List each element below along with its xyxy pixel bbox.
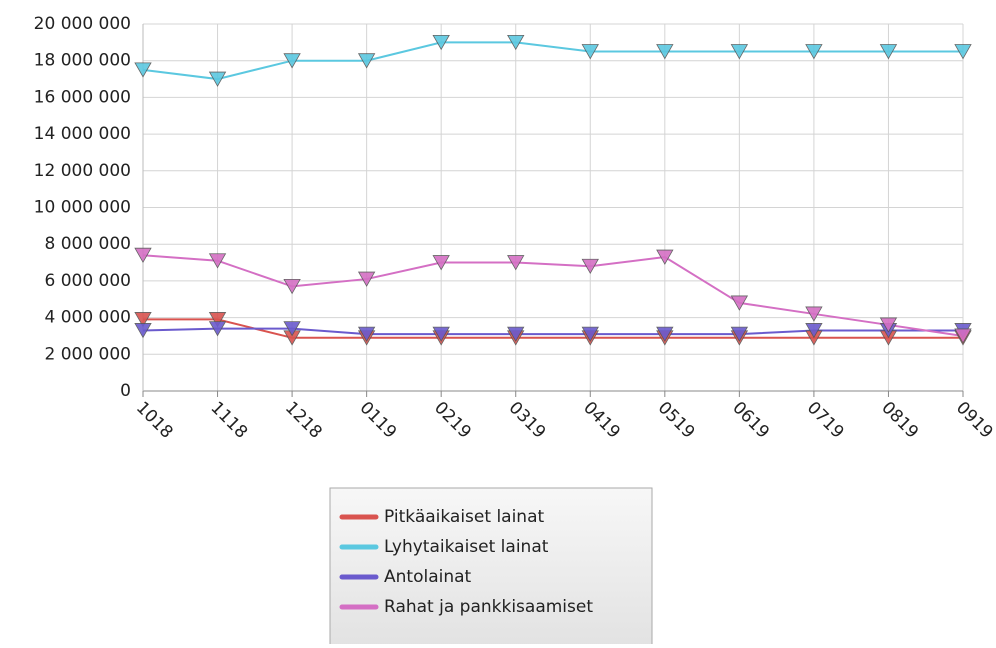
marker	[730, 44, 749, 60]
marker	[283, 53, 301, 69]
marker	[805, 44, 823, 60]
marker	[208, 71, 227, 87]
marker	[656, 249, 674, 265]
marker	[507, 34, 525, 51]
marker	[283, 321, 301, 337]
x-tick-label: 0819	[877, 398, 922, 443]
marker	[283, 279, 301, 295]
y-tick-label: 0	[120, 381, 131, 401]
marker	[432, 326, 450, 342]
marker	[954, 328, 972, 344]
marker	[208, 253, 227, 269]
y-tick-label: 16 000 000	[34, 87, 131, 107]
marker	[879, 317, 898, 333]
marker	[357, 271, 376, 287]
series-line	[142, 254, 964, 337]
legend-label: Antolainat	[384, 567, 472, 587]
x-tick-label: 0119	[356, 398, 401, 443]
x-tick-label: 0319	[505, 398, 550, 443]
marker	[805, 323, 823, 339]
marker	[134, 323, 152, 339]
y-tick-label: 14 000 000	[34, 124, 131, 144]
marker	[730, 295, 749, 311]
legend-label: Lyhytaikaiset lainat	[384, 537, 549, 557]
marker	[581, 258, 599, 275]
marker	[730, 326, 749, 342]
legend-box	[329, 487, 653, 648]
marker	[581, 326, 599, 342]
marker	[805, 306, 823, 322]
marker	[208, 321, 227, 337]
marker	[432, 34, 450, 51]
x-tick-label: 0419	[579, 398, 624, 443]
marker	[656, 44, 674, 60]
marker	[357, 326, 376, 342]
marker	[134, 247, 152, 264]
legend-label: Rahat ja pankkisaamiset	[384, 597, 593, 617]
x-tick-label: 0719	[803, 398, 848, 443]
marker	[879, 44, 898, 60]
series-line	[143, 318, 963, 339]
marker	[134, 62, 152, 78]
x-tick-label: 1118	[206, 398, 251, 443]
marker	[954, 44, 972, 60]
legend-label: Pitkäaikaiset lainat	[384, 507, 544, 527]
series-line	[142, 41, 963, 81]
marker	[208, 312, 227, 328]
y-tick-label: 20 000 000	[34, 14, 131, 34]
marker	[134, 312, 152, 328]
y-tick-label: 2 000 000	[44, 344, 131, 364]
marker	[432, 255, 450, 271]
y-tick-label: 12 000 000	[34, 161, 131, 181]
marker	[507, 326, 525, 342]
x-tick-label: 0919	[952, 398, 996, 443]
y-tick-label: 4 000 000	[44, 308, 131, 328]
y-tick-label: 10 000 000	[34, 198, 131, 218]
x-tick-label: 1018	[132, 398, 177, 443]
y-tick-label: 8 000 000	[44, 234, 131, 254]
x-tick-label: 0519	[654, 398, 699, 443]
y-tick-label: 18 000 000	[34, 51, 131, 71]
series-line	[142, 327, 963, 336]
marker	[656, 326, 674, 342]
x-tick-label: 0619	[728, 398, 773, 443]
y-tick-label: 6 000 000	[44, 271, 131, 291]
marker	[507, 255, 525, 271]
x-tick-label: 1218	[281, 398, 326, 443]
marker	[357, 53, 376, 69]
x-tick-label: 0219	[430, 398, 475, 443]
marker	[581, 44, 599, 60]
